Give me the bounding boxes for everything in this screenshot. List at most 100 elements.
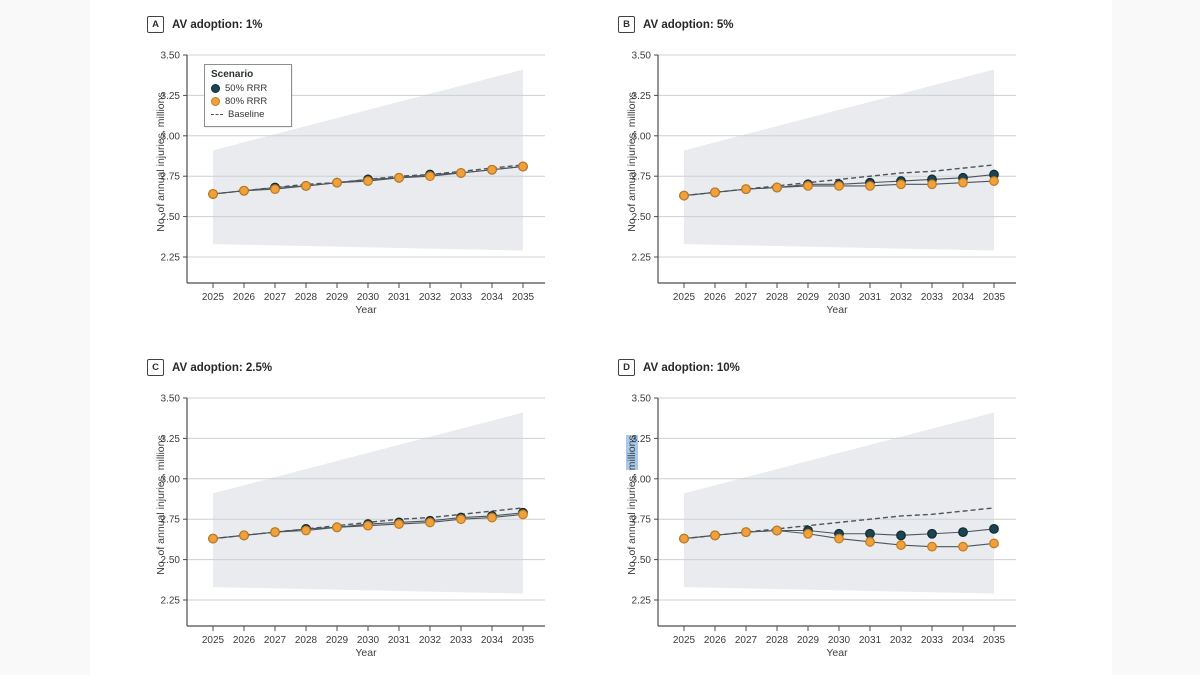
svg-text:3.50: 3.50 [161,51,181,62]
svg-text:2032: 2032 [890,635,913,646]
svg-text:2.75: 2.75 [632,515,652,526]
legend-item-label: Baseline [228,109,265,120]
legend-item-80rrr: 80% RRR [211,95,285,108]
legend-item-50rrr: 50% RRR [211,82,285,95]
svg-text:2025: 2025 [202,635,225,646]
svg-text:2026: 2026 [233,635,256,646]
panel-c-header: C AV adoption: 2.5% [147,359,272,376]
svg-text:2029: 2029 [797,292,820,303]
panel-a: A AV adoption: 1% No. of annual injuries… [147,12,607,352]
panel-d: D AV adoption: 10% No. of annual injurie… [618,355,1078,695]
plot-area: 3.50 3.25 3.00 2.75 2.50 2.25 2025 2026 2027 2028… [161,394,545,646]
svg-text:2.50: 2.50 [161,555,181,566]
svg-text:2026: 2026 [704,635,727,646]
panel-letter-badge: A [147,16,164,33]
svg-text:2033: 2033 [921,635,944,646]
svg-text:2032: 2032 [419,635,442,646]
svg-text:2027: 2027 [264,635,287,646]
svg-text:2031: 2031 [859,635,882,646]
panel-letter-badge: D [618,359,635,376]
panel-letter-badge: C [147,359,164,376]
svg-text:2031: 2031 [859,292,882,303]
plot-area: 3.50 3.25 3.00 2.75 2.50 2.25 2025 2026 2027 2028… [161,51,545,303]
svg-text:3.25: 3.25 [161,434,181,445]
panel-d-header: D AV adoption: 10% [618,359,740,376]
svg-text:2028: 2028 [766,635,789,646]
svg-text:2033: 2033 [450,292,473,303]
svg-text:2025: 2025 [673,292,696,303]
panel-title: AV adoption: 1% [172,18,263,31]
svg-text:3.50: 3.50 [632,51,652,62]
baseline-dash-icon [211,114,223,115]
svg-text:2.75: 2.75 [161,172,181,183]
page-left-margin [0,0,90,675]
legend-title: Scenario [211,69,254,80]
panel-title: AV adoption: 2.5% [172,361,273,374]
panel-b-header: B AV adoption: 5% [618,16,734,33]
legend-item-baseline: Baseline [211,108,285,121]
svg-text:3.50: 3.50 [161,394,181,405]
svg-text:2027: 2027 [735,635,758,646]
svg-text:2034: 2034 [952,292,975,303]
svg-text:2034: 2034 [481,292,504,303]
uncertainty-band [684,412,994,594]
80rrr-dot-icon [211,97,220,106]
svg-text:2031: 2031 [388,292,411,303]
svg-text:2.75: 2.75 [161,515,181,526]
svg-text:3.00: 3.00 [632,474,652,485]
svg-text:2030: 2030 [828,292,851,303]
svg-text:2025: 2025 [202,292,225,303]
svg-text:2.25: 2.25 [632,253,652,264]
uncertainty-band [213,69,523,251]
svg-text:2026: 2026 [233,292,256,303]
legend-item-label: 50% RRR [225,83,268,94]
svg-text:2029: 2029 [326,635,349,646]
panel-letter-badge: B [618,16,635,33]
legend-item-label: 80% RRR [225,96,268,107]
panel-a-header: A AV adoption: 1% [147,16,263,33]
svg-text:2031: 2031 [388,635,411,646]
x-axis-label: Year [355,647,377,659]
svg-text:2.25: 2.25 [161,596,181,607]
svg-text:2035: 2035 [983,292,1006,303]
svg-text:2027: 2027 [735,292,758,303]
plot-area: 3.50 3.25 3.00 2.75 2.50 2.25 2025 2026 2027 2028… [632,51,1016,303]
svg-text:3.25: 3.25 [632,91,652,102]
uncertainty-band [684,69,994,251]
50rrr-dot-icon [211,84,220,93]
svg-text:3.25: 3.25 [161,91,181,102]
svg-text:2.25: 2.25 [632,596,652,607]
panel-title: AV adoption: 10% [643,361,740,374]
x-axis-label: Year [826,304,848,316]
svg-text:2029: 2029 [797,635,820,646]
svg-text:2.50: 2.50 [161,212,181,223]
panel-title: AV adoption: 5% [643,18,734,31]
svg-text:2026: 2026 [704,292,727,303]
svg-text:3.25: 3.25 [632,434,652,445]
svg-text:2030: 2030 [828,635,851,646]
svg-text:2028: 2028 [766,292,789,303]
svg-text:2033: 2033 [450,635,473,646]
panel-c: C AV adoption: 2.5% No. of annual injuri… [147,355,607,695]
svg-text:3.00: 3.00 [161,474,181,485]
svg-text:2035: 2035 [512,292,535,303]
svg-text:2027: 2027 [264,292,287,303]
svg-text:3.00: 3.00 [161,131,181,142]
svg-text:2030: 2030 [357,635,380,646]
svg-text:2032: 2032 [890,292,913,303]
svg-text:2028: 2028 [295,292,318,303]
svg-text:3.50: 3.50 [632,394,652,405]
legend: Scenario 50% RRR 80% RRR Baseline [204,64,292,127]
svg-text:2.75: 2.75 [632,172,652,183]
svg-text:2.25: 2.25 [161,253,181,264]
svg-text:2025: 2025 [673,635,696,646]
svg-text:3.00: 3.00 [632,131,652,142]
svg-text:2032: 2032 [419,292,442,303]
x-axis-label: Year [355,304,377,316]
svg-text:2034: 2034 [481,635,504,646]
svg-text:2.50: 2.50 [632,555,652,566]
x-axis-label: Year [826,647,848,659]
svg-text:2035: 2035 [983,635,1006,646]
svg-text:2028: 2028 [295,635,318,646]
panel-b: B AV adoption: 5% No. of annual injuries… [618,12,1078,352]
